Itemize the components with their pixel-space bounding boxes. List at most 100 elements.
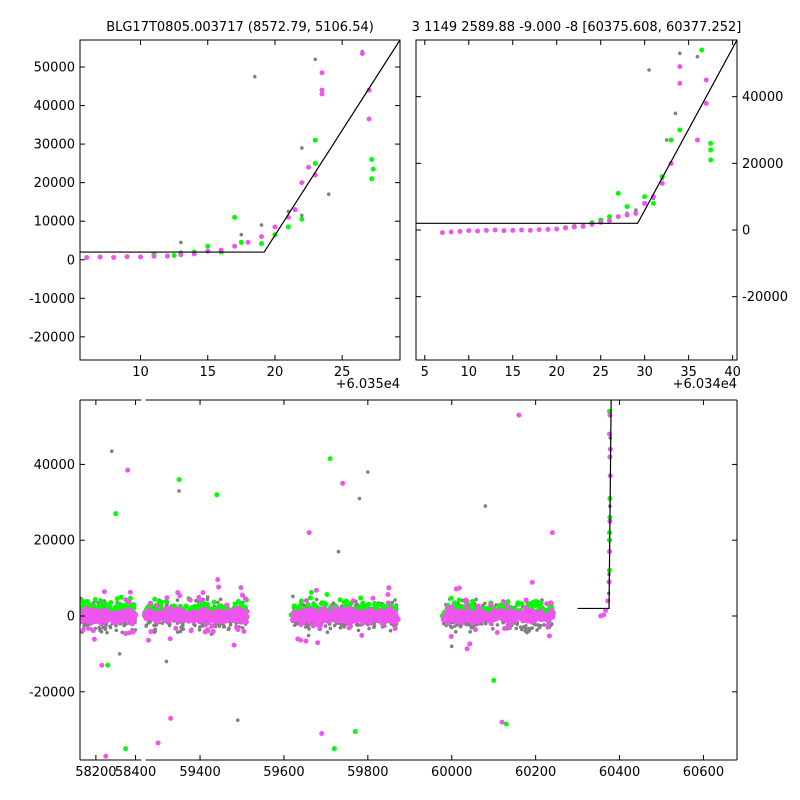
data-point <box>642 200 648 206</box>
data-point <box>518 625 523 629</box>
data-point <box>545 226 551 232</box>
data-point <box>496 603 502 609</box>
data-point <box>235 718 240 723</box>
data-point <box>118 594 124 600</box>
data-point <box>483 227 489 233</box>
data-point <box>469 625 474 630</box>
data-point <box>388 618 394 624</box>
x-tick-label: 60000 <box>431 765 472 780</box>
x-tick-label: 10 <box>132 365 149 380</box>
data-point <box>505 599 511 605</box>
data-point <box>211 599 217 605</box>
data-point <box>673 111 678 116</box>
y-tick-label: -20000 <box>742 290 788 305</box>
y-tick-label: 30000 <box>34 138 75 153</box>
data-point <box>606 214 612 220</box>
data-point <box>463 603 469 609</box>
data-point <box>125 467 131 473</box>
data-point <box>510 227 516 233</box>
data-point <box>241 628 247 634</box>
data-point <box>357 496 362 501</box>
data-point <box>92 615 98 621</box>
data-point <box>385 592 391 598</box>
data-point <box>448 595 454 601</box>
data-point <box>386 611 392 617</box>
data-point <box>215 608 221 614</box>
y-tick-label: -20000 <box>29 685 75 700</box>
data-point <box>368 607 374 613</box>
data-point <box>360 600 366 606</box>
data-point <box>232 243 238 249</box>
data-point <box>703 100 709 106</box>
data-point <box>171 609 177 615</box>
data-point <box>314 597 319 602</box>
data-point <box>224 608 230 614</box>
data-point <box>171 253 177 259</box>
data-point <box>298 598 304 604</box>
data-point <box>291 594 295 599</box>
data-point <box>148 629 154 635</box>
data-point <box>451 607 457 613</box>
data-point <box>468 613 474 619</box>
data-point <box>448 634 454 640</box>
data-point <box>245 239 251 245</box>
data-point <box>381 608 387 614</box>
data-point <box>348 605 354 611</box>
data-point <box>109 449 114 453</box>
data-point <box>272 224 278 230</box>
data-point <box>483 621 488 626</box>
data-point <box>191 251 197 257</box>
data-point <box>312 160 318 166</box>
data-point <box>108 600 114 606</box>
data-point <box>368 611 374 617</box>
data-point <box>155 740 161 746</box>
x-tick-label: 25 <box>592 365 609 380</box>
data-point <box>455 615 461 621</box>
data-point <box>252 74 257 79</box>
data-point <box>308 589 314 595</box>
y-tick-label: 20000 <box>34 176 75 191</box>
data-point <box>607 454 613 460</box>
data-point <box>152 596 158 602</box>
data-point <box>85 617 91 623</box>
data-point <box>205 243 211 249</box>
data-point <box>118 614 124 620</box>
data-point <box>392 626 398 632</box>
data-point <box>105 662 111 668</box>
x-tick-label: 60400 <box>599 765 640 780</box>
data-point <box>114 628 119 633</box>
data-point <box>361 608 367 614</box>
x-offset-label: +6.035e4 <box>336 377 400 392</box>
x-tick-label: 20 <box>267 365 284 380</box>
data-point <box>501 626 507 632</box>
data-point <box>359 50 365 56</box>
data-point <box>319 70 325 76</box>
data-point <box>458 608 464 614</box>
data-point <box>285 224 291 230</box>
data-point <box>494 629 500 635</box>
data-point <box>615 214 621 220</box>
data-point <box>366 87 372 93</box>
data-point <box>445 620 451 626</box>
data-point <box>214 492 220 498</box>
y-tick-label: 40000 <box>34 99 75 114</box>
data-point <box>174 617 180 623</box>
data-point <box>677 127 683 133</box>
data-point <box>336 549 341 554</box>
data-point <box>703 77 709 83</box>
data-point <box>536 227 542 233</box>
data-point <box>105 630 109 635</box>
data-point <box>624 212 630 218</box>
data-point <box>642 194 648 200</box>
data-point <box>523 597 529 603</box>
data-point <box>501 228 507 234</box>
data-point <box>315 640 321 646</box>
data-point <box>699 47 705 53</box>
data-point <box>501 599 507 605</box>
data-point <box>221 623 226 628</box>
x-tick-label: 58400 <box>115 765 156 780</box>
data-point <box>216 600 220 605</box>
x-offset-label: +6.034e4 <box>673 377 737 392</box>
data-point <box>327 456 333 462</box>
